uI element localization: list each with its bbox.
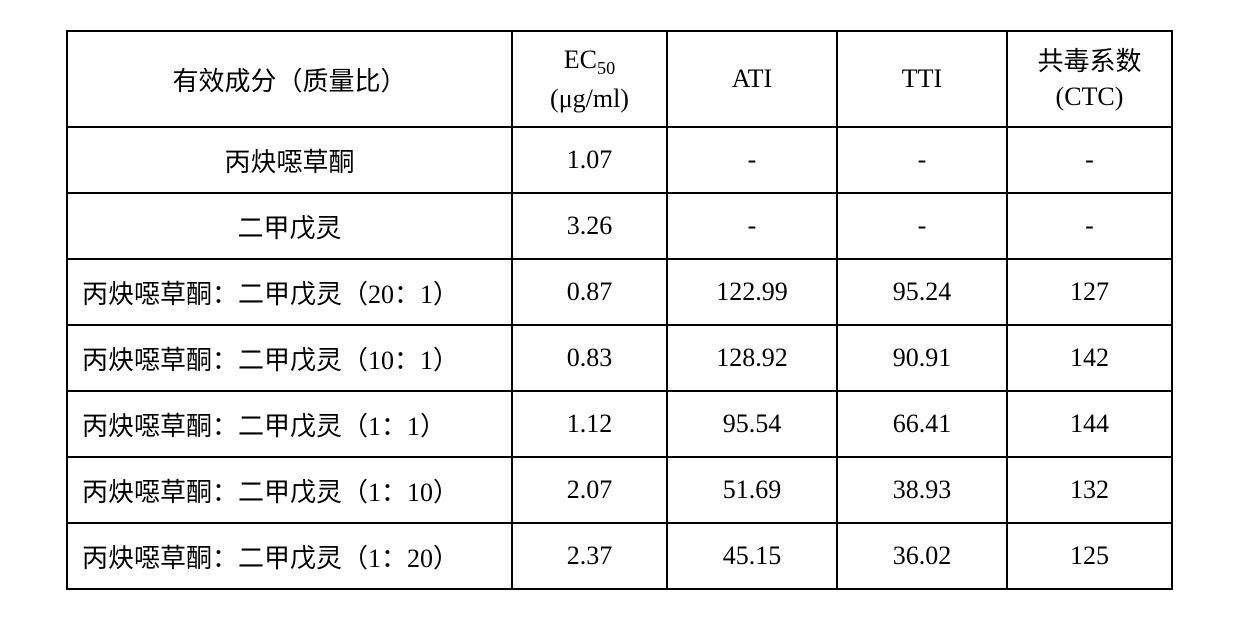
cell-ctc: - [1007,193,1172,259]
cell-ec50: 2.07 [512,457,667,523]
cell-ec50: 3.26 [512,193,667,259]
cell-ingredient: 丙炔噁草酮：二甲戊灵（10：1） [67,325,512,391]
col-header-tti: TTI [837,31,1007,127]
cell-ati: - [667,127,837,193]
table-row: 丙炔噁草酮：二甲戊灵（1：10）2.0751.6938.93132 [67,457,1172,523]
table-row: 丙炔噁草酮：二甲戊灵（1：20）2.3745.1536.02125 [67,523,1172,589]
table-row: 丙炔噁草酮：二甲戊灵（1：1）1.1295.5466.41144 [67,391,1172,457]
col-header-ctc: 共毒系数 (CTC) [1007,31,1172,127]
cell-ctc: - [1007,127,1172,193]
cell-ingredient: 丙炔噁草酮：二甲戊灵（1：20） [67,523,512,589]
col-header-ati: ATI [667,31,837,127]
cell-ingredient: 丙炔噁草酮 [67,127,512,193]
cell-tti: 90.91 [837,325,1007,391]
table-row: 丙炔噁草酮：二甲戊灵（20：1）0.87122.9995.24127 [67,259,1172,325]
cell-ingredient: 丙炔噁草酮：二甲戊灵（1：10） [67,457,512,523]
cell-ati: 122.99 [667,259,837,325]
cell-tti: 66.41 [837,391,1007,457]
table-row: 丙炔噁草酮：二甲戊灵（10：1）0.83128.9290.91142 [67,325,1172,391]
cell-ec50: 0.87 [512,259,667,325]
table-header-row: 有效成分（质量比） EC50 (μg/ml) ATI TTI 共毒系数 (CTC… [67,31,1172,127]
cell-ati: 128.92 [667,325,837,391]
cell-tti: 38.93 [837,457,1007,523]
table-row: 二甲戊灵3.26--- [67,193,1172,259]
cell-ctc: 142 [1007,325,1172,391]
col-header-ec50: EC50 (μg/ml) [512,31,667,127]
cell-ctc: 144 [1007,391,1172,457]
cell-ctc: 125 [1007,523,1172,589]
cell-ati: 95.54 [667,391,837,457]
table-row: 丙炔噁草酮1.07--- [67,127,1172,193]
cell-ati: 45.15 [667,523,837,589]
cell-ati: 51.69 [667,457,837,523]
cell-ingredient: 丙炔噁草酮：二甲戊灵（1：1） [67,391,512,457]
cell-ctc: 127 [1007,259,1172,325]
toxicity-table: 有效成分（质量比） EC50 (μg/ml) ATI TTI 共毒系数 (CTC… [66,30,1173,590]
cell-tti: - [837,193,1007,259]
col-header-ingredient: 有效成分（质量比） [67,31,512,127]
cell-tti: - [837,127,1007,193]
cell-tti: 95.24 [837,259,1007,325]
cell-ctc: 132 [1007,457,1172,523]
cell-ingredient: 二甲戊灵 [67,193,512,259]
cell-ec50: 0.83 [512,325,667,391]
cell-ec50: 1.07 [512,127,667,193]
cell-ingredient: 丙炔噁草酮：二甲戊灵（20：1） [67,259,512,325]
cell-ec50: 2.37 [512,523,667,589]
cell-ati: - [667,193,837,259]
cell-tti: 36.02 [837,523,1007,589]
cell-ec50: 1.12 [512,391,667,457]
